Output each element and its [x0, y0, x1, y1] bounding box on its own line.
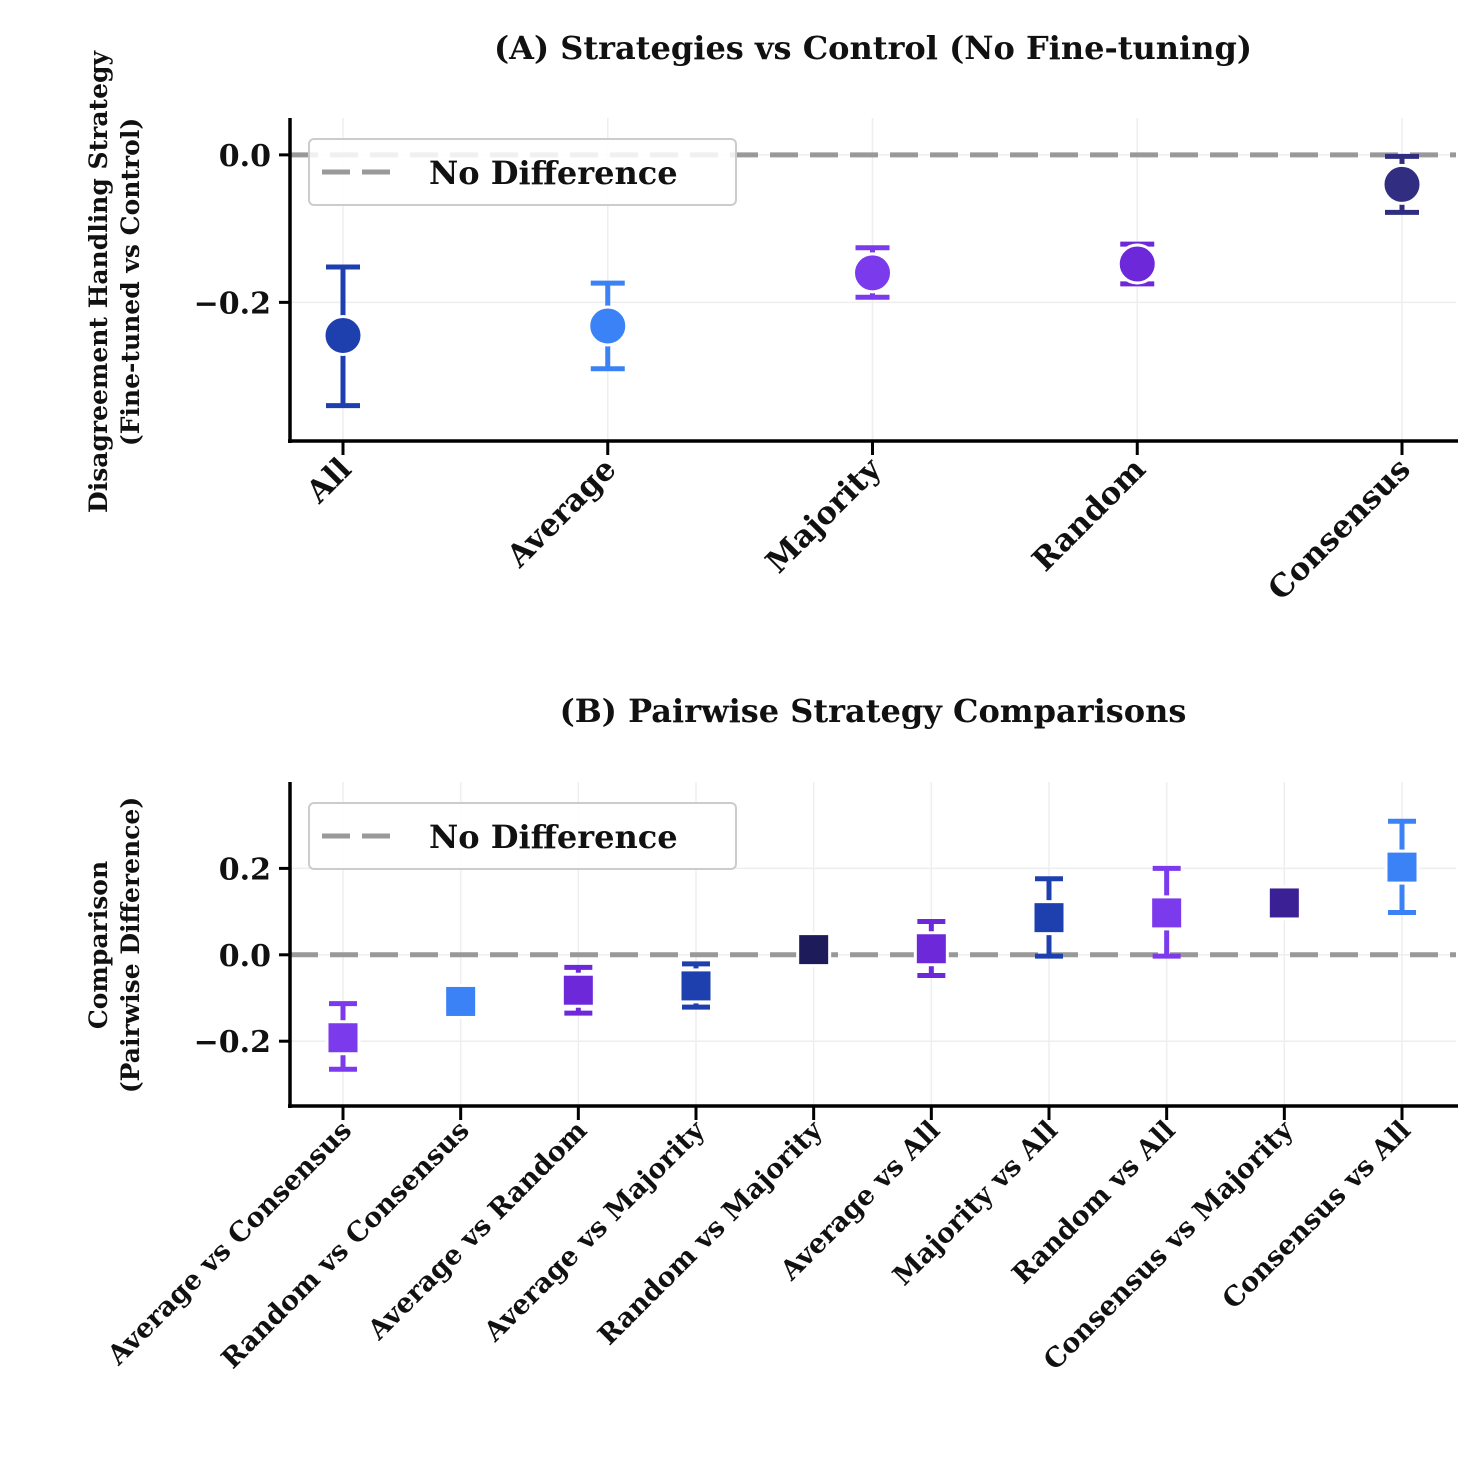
panel-a-x-tick-label: All: [299, 451, 359, 511]
panel-a-y-ticks: −0.2 0.0: [194, 139, 290, 321]
panel-a-title: (A) Strategies vs Control (No Fine-tunin…: [494, 29, 1252, 67]
panel-b-point: [1031, 900, 1067, 936]
panel-a-y-label-line-1: Disagreement Handling Strategy: [84, 50, 113, 513]
panel-a-point: [1381, 163, 1423, 205]
panel-a-x-tick-label: Average: [499, 451, 623, 575]
panel-a-legend: No Difference: [308, 138, 737, 206]
panel-a-point: [852, 252, 893, 294]
panel-b-point: [678, 968, 714, 1004]
panel-b-legend-box: [308, 802, 737, 870]
panel-b-x-tick-label: Average vs Consensus: [101, 1115, 358, 1372]
panel-b-legend: No Difference: [308, 802, 737, 870]
panel-b-title: (B) Pairwise Strategy Comparisons: [560, 692, 1187, 730]
panel-b-point: [1266, 885, 1302, 921]
panel-a-point: [322, 315, 364, 357]
panel-b: (B) Pairwise Strategy Comparisons −0.2 0.…: [84, 692, 1458, 1376]
panel-a-x-ticks: All Average Majority Random Consensus: [299, 441, 1418, 608]
panel-a-point: [587, 305, 629, 347]
panel-b-y-label-line-1: Comparison: [84, 861, 113, 1029]
panel-a: (A) Strategies vs Control (No Fine-tunin…: [84, 29, 1458, 608]
panel-b-y-tick-label: 0.2: [219, 852, 271, 887]
panel-b-x-tick-label: Consensus vs Majority: [1038, 1114, 1300, 1376]
panel-b-y-ticks: −0.2 0.0 0.2: [194, 852, 290, 1060]
panel-a-points: [322, 163, 1423, 357]
panel-b-point: [1149, 895, 1185, 931]
panel-a-y-tick-label: −0.2: [194, 286, 271, 321]
panel-a-y-tick-label: 0.0: [219, 139, 271, 174]
panel-b-y-label-line-2: (Pairwise Difference): [116, 797, 145, 1093]
panel-a-x-tick-label: Random: [1025, 451, 1153, 579]
panel-a-legend-box: [308, 138, 737, 206]
panel-b-point: [325, 1020, 361, 1056]
panel-b-x-tick-label: Random vs Consensus: [216, 1115, 476, 1375]
panel-b-y-tick-label: −0.2: [194, 1025, 271, 1060]
panel-b-points: [325, 849, 1420, 1056]
panel-a-y-label-line-2: (Fine-tuned vs Control): [116, 118, 145, 446]
panel-a-x-tick-label: Consensus: [1261, 451, 1417, 607]
panel-b-point: [913, 931, 949, 967]
panel-b-point: [560, 972, 596, 1008]
panel-b-point: [1384, 849, 1420, 885]
panel-a-point: [1116, 243, 1158, 285]
panel-b-point: [796, 932, 832, 968]
panel-b-legend-label: No Difference: [429, 818, 678, 856]
panel-a-legend-label: No Difference: [429, 154, 678, 192]
panel-b-x-tick-label: Random vs Majority: [592, 1114, 829, 1351]
panel-b-x-tick-label: Average vs Random: [361, 1115, 593, 1347]
panel-b-y-tick-label: 0.0: [219, 939, 271, 974]
panel-b-x-tick-label: Average vs Majority: [478, 1114, 712, 1348]
panel-a-x-tick-label: Majority: [759, 451, 889, 581]
panel-b-point: [443, 983, 479, 1019]
